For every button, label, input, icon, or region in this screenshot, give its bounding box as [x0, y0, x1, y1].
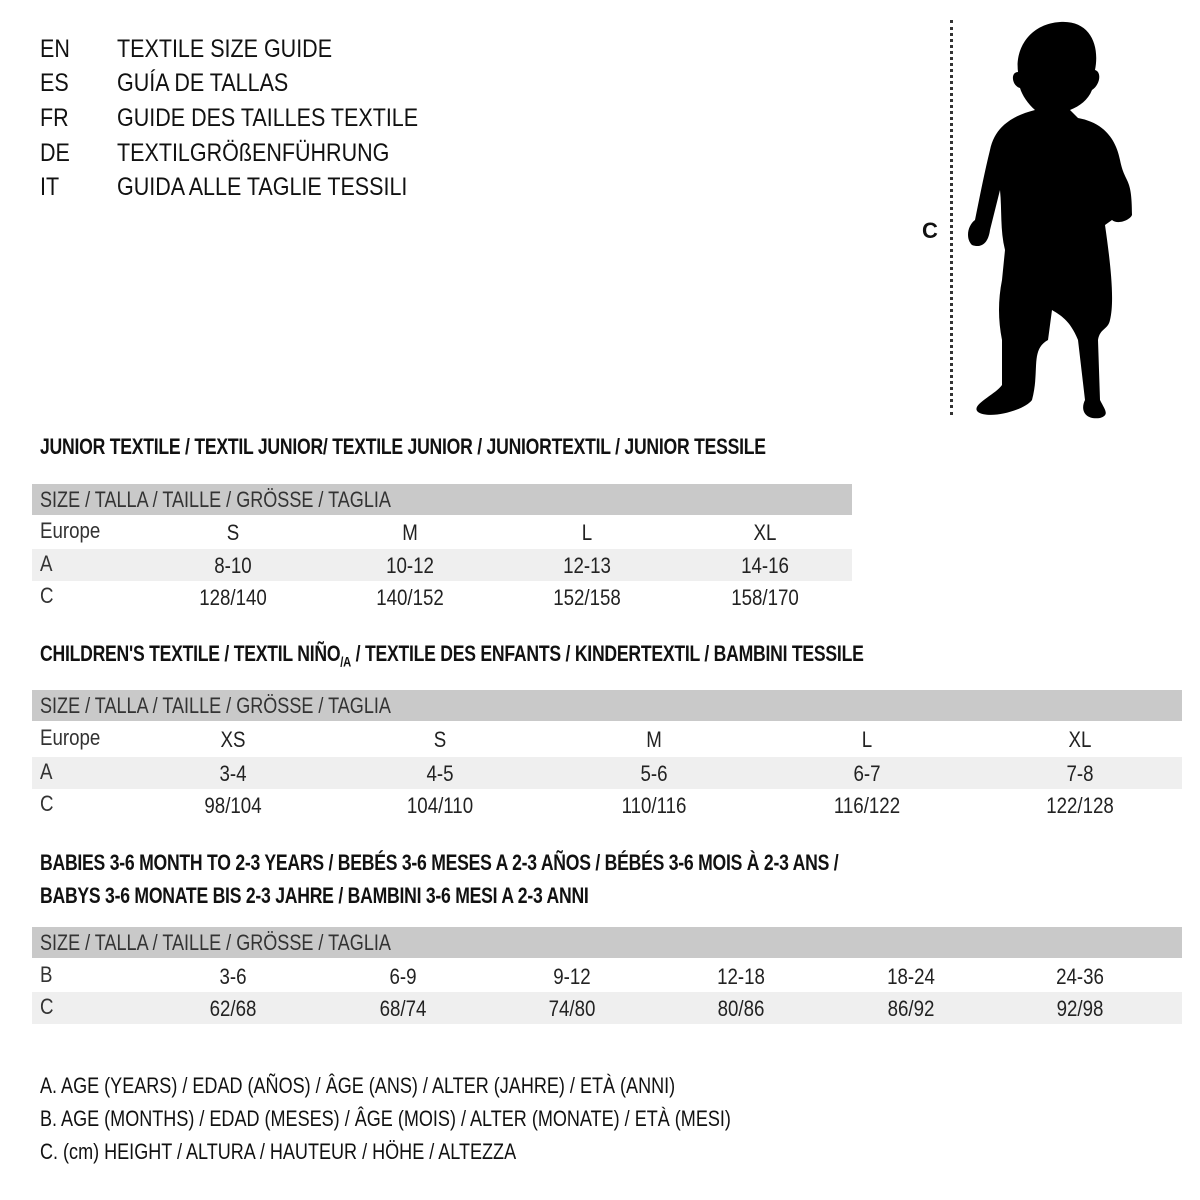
height-figure: C — [900, 10, 1160, 430]
size-header-band: SIZE / TALLA / TAILLE / GRÖSSE / TAGLIA — [32, 690, 1182, 721]
dotted-height-line — [950, 20, 953, 415]
title-text: GUIDA ALLE TAGLIE TESSILI — [117, 173, 408, 201]
cell: XS — [220, 727, 246, 752]
table-row: A 8-10 10-12 12-13 14-16 — [32, 549, 852, 581]
table-row: C 128/140 140/152 152/158 158/170 — [32, 581, 852, 613]
table-row: C 62/68 68/74 74/80 80/86 86/92 92/98 — [32, 992, 1182, 1024]
cell: 5-6 — [640, 761, 668, 786]
cell: 152/158 — [553, 585, 621, 610]
cell: S — [226, 520, 240, 545]
cell: 9-12 — [553, 964, 591, 989]
cell: 86/92 — [887, 996, 935, 1021]
cell: 14-16 — [741, 553, 789, 578]
cell: 116/122 — [833, 793, 901, 818]
cell: 8-10 — [214, 553, 252, 578]
lang-code: DE — [40, 139, 70, 167]
legend-item-b: B. AGE (MONTHS) / EDAD (MESES) / ÂGE (MO… — [40, 1106, 731, 1131]
section-heading-junior: JUNIOR TEXTILE / TEXTIL JUNIOR/ TEXTILE … — [40, 434, 766, 459]
row-label: C — [40, 583, 54, 608]
heading-text: CHILDREN'S TEXTILE / TEXTIL NIÑO — [40, 641, 341, 666]
row-label: Europe — [40, 725, 101, 750]
cell: 92/98 — [1056, 996, 1104, 1021]
size-header-band: SIZE / TALLA / TAILLE / GRÖSSE / TAGLIA — [32, 484, 852, 515]
cell: M — [646, 727, 662, 752]
cell: 98/104 — [204, 793, 262, 818]
cell: 12-13 — [563, 553, 611, 578]
size-header: SIZE / TALLA / TAILLE / GRÖSSE / TAGLIA — [40, 487, 391, 512]
cell: 128/140 — [199, 585, 267, 610]
row-label: A — [40, 759, 53, 784]
cell: L — [581, 520, 593, 545]
cell: 110/116 — [621, 793, 687, 818]
cell: 24-36 — [1056, 964, 1104, 989]
lang-code: FR — [40, 104, 69, 132]
lang-code: ES — [40, 69, 69, 97]
cell: 3-4 — [219, 761, 247, 786]
measure-label: C — [922, 218, 938, 243]
legend-item-c: C. (cm) HEIGHT / ALTURA / HAUTEUR / HÖHE… — [40, 1139, 517, 1164]
section-heading-children: CHILDREN'S TEXTILE / TEXTIL NIÑO/A / TEX… — [40, 641, 864, 669]
section-heading-babies: BABIES 3-6 MONTH TO 2-3 YEARS / BEBÉS 3-… — [40, 850, 839, 875]
cell: 6-9 — [389, 964, 417, 989]
cell: 158/170 — [731, 585, 799, 610]
cell: 6-7 — [853, 761, 881, 786]
table-row: B 3-6 6-9 9-12 12-18 18-24 24-36 — [32, 960, 1182, 992]
size-header-band: SIZE / TALLA / TAILLE / GRÖSSE / TAGLIA — [32, 927, 1182, 958]
cell: S — [433, 727, 447, 752]
cell: XL — [753, 520, 777, 545]
cell: 80/86 — [717, 996, 765, 1021]
child-silhouette-icon — [968, 21, 1132, 419]
cell: 10-12 — [386, 553, 434, 578]
cell: 12-18 — [717, 964, 765, 989]
cell: 3-6 — [219, 964, 247, 989]
legend-item-a: A. AGE (YEARS) / EDAD (AÑOS) / ÂGE (ANS)… — [40, 1073, 676, 1098]
lang-code: EN — [40, 35, 70, 63]
cell: 18-24 — [887, 964, 935, 989]
row-label: C — [40, 994, 54, 1019]
cell: 7-8 — [1066, 761, 1094, 786]
title-text: TEXTILE SIZE GUIDE — [117, 35, 333, 63]
section-heading-babies-2: BABYS 3-6 MONATE BIS 2-3 JAHRE / BAMBINI… — [40, 883, 589, 908]
cell: 74/80 — [548, 996, 596, 1021]
title-text: GUIDE DES TAILLES TEXTILE — [117, 104, 419, 132]
cell: XL — [1068, 727, 1092, 752]
table-row: A 3-4 4-5 5-6 6-7 7-8 — [32, 757, 1182, 789]
size-header: SIZE / TALLA / TAILLE / GRÖSSE / TAGLIA — [40, 693, 391, 718]
lang-code: IT — [40, 173, 60, 201]
heading-text: / TEXTILE DES ENFANTS / KINDERTEXTIL / B… — [351, 641, 864, 666]
heading-subscript: /A — [340, 653, 352, 670]
title-text: TEXTILGRÖßENFÜHRUNG — [117, 139, 390, 167]
cell: 4-5 — [426, 761, 454, 786]
cell: 140/152 — [376, 585, 444, 610]
cell: L — [861, 727, 873, 752]
cell: 122/128 — [1046, 793, 1114, 818]
table-row: Europe XS S M L XL — [32, 723, 1182, 755]
size-header: SIZE / TALLA / TAILLE / GRÖSSE / TAGLIA — [40, 930, 391, 955]
cell: 68/74 — [379, 996, 427, 1021]
row-label: B — [40, 962, 53, 987]
title-text: GUÍA DE TALLAS — [117, 69, 289, 97]
cell: M — [402, 520, 418, 545]
row-label: Europe — [40, 518, 101, 543]
row-label: A — [40, 551, 53, 576]
table-row: C 98/104 104/110 110/116 116/122 122/128 — [32, 789, 1182, 821]
cell: 104/110 — [406, 793, 474, 818]
cell: 62/68 — [209, 996, 257, 1021]
row-label: C — [40, 791, 54, 816]
table-row: Europe S M L XL — [32, 516, 852, 548]
